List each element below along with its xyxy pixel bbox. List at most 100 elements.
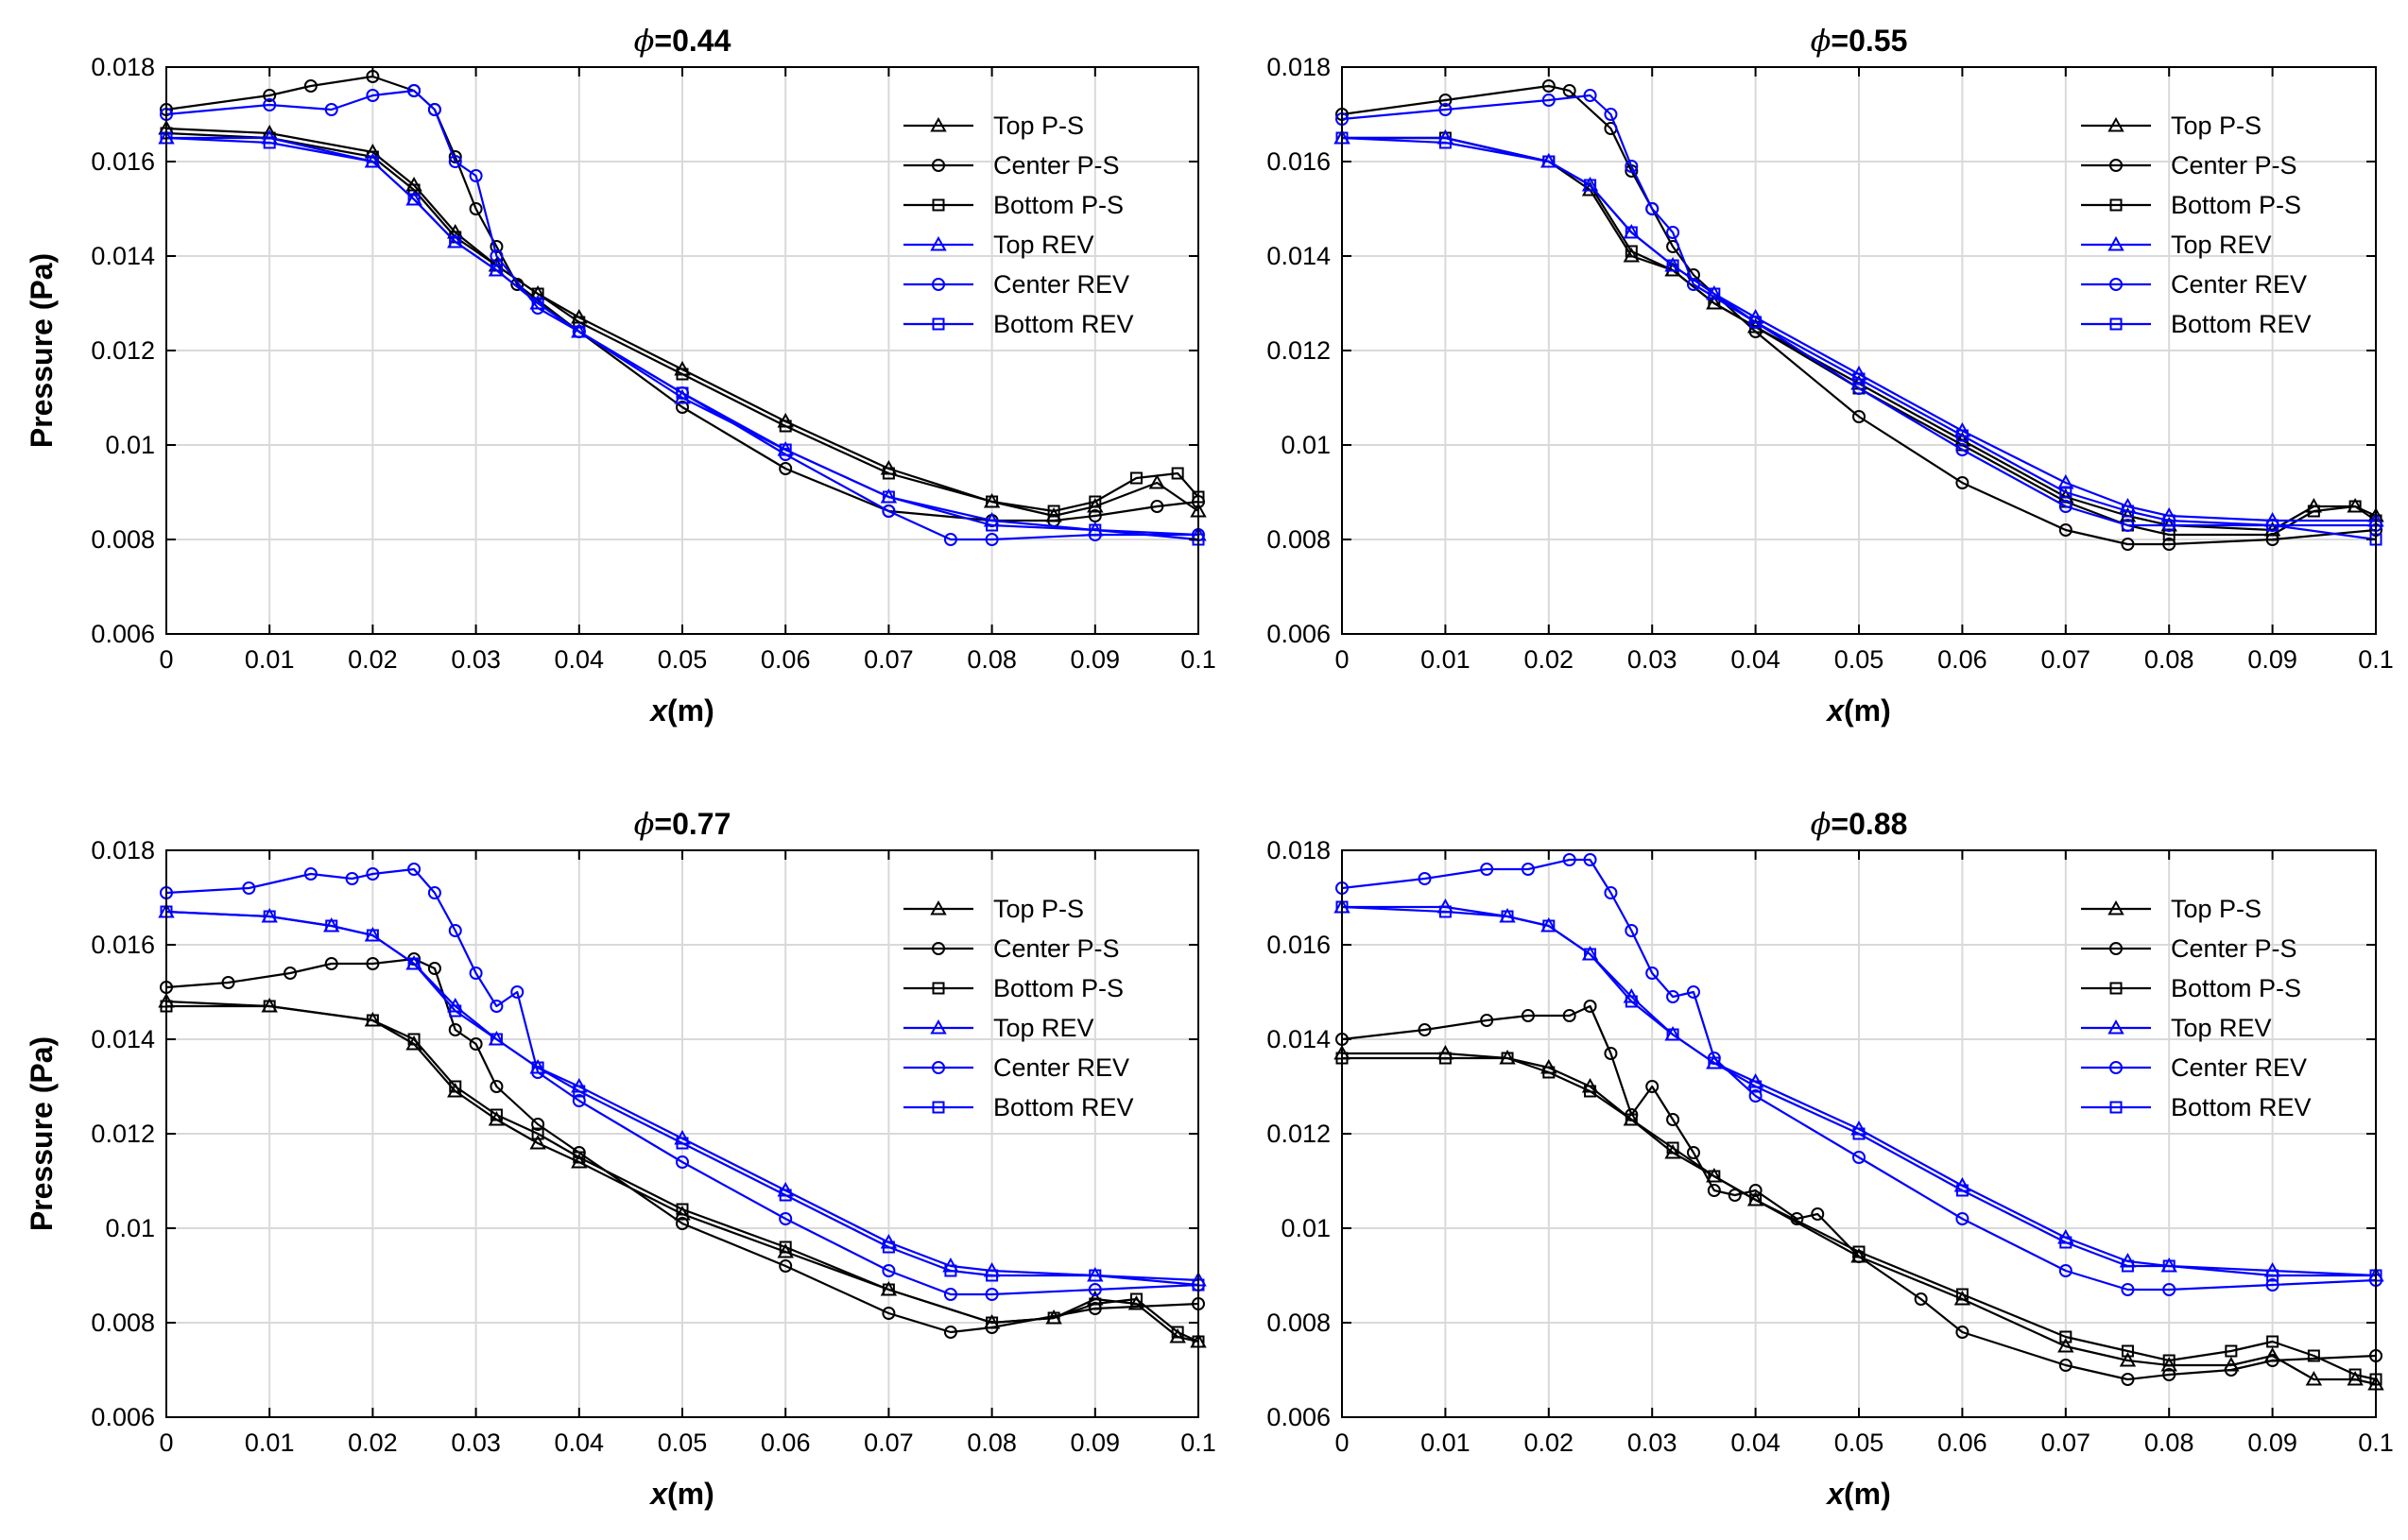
- legend-label: Center REV: [993, 270, 1129, 299]
- series-line: [165, 89, 1198, 541]
- data-point: [2160, 1356, 2177, 1372]
- x-tick-label: 0.07: [864, 645, 914, 674]
- data-point: [1438, 905, 1452, 918]
- data-point: [2119, 1351, 2137, 1367]
- data-point: [1625, 226, 1638, 239]
- data-point: [2058, 500, 2073, 513]
- data-point: [676, 1203, 689, 1216]
- x-tick-label: 0.1: [1180, 1429, 1216, 1457]
- legend-item: Top REV: [2081, 231, 2272, 259]
- legend-item: Center REV: [903, 270, 1129, 299]
- data-point: [366, 957, 380, 970]
- data-point: [2162, 528, 2176, 541]
- data-point: [427, 962, 441, 975]
- y-tick-label: 0.016: [91, 931, 155, 959]
- data-point: [2265, 1354, 2279, 1367]
- x-tick-label: 0.1: [2358, 645, 2394, 674]
- legend-label: Bottom REV: [993, 1093, 1134, 1121]
- data-point: [1666, 226, 1680, 239]
- legend-item: Center P-S: [2081, 151, 2297, 180]
- legend-item: Top REV: [903, 1014, 1094, 1042]
- data-point: [1169, 1327, 1186, 1343]
- y-tick-label: 0.016: [91, 147, 155, 176]
- data-point: [490, 264, 503, 277]
- data-point: [943, 1288, 957, 1301]
- legend-item: Bottom P-S: [2081, 191, 2301, 219]
- x-tick-label: 0.01: [1420, 645, 1471, 674]
- data-point: [985, 1288, 999, 1301]
- data-point: [2224, 1363, 2238, 1377]
- data-point: [263, 136, 276, 149]
- x-tick-label: 0.08: [967, 1429, 1017, 1457]
- data-point: [2058, 1264, 2073, 1277]
- data-point: [325, 919, 338, 933]
- legend-marker: [932, 982, 945, 995]
- data-point: [1708, 1056, 1721, 1069]
- data-point: [1955, 1326, 1969, 1339]
- legend-item: Top P-S: [2081, 111, 2262, 140]
- x-axis-label: x(m): [648, 693, 714, 727]
- data-point: [676, 1137, 689, 1150]
- data-point: [490, 1033, 503, 1046]
- data-point: [1664, 1143, 1681, 1159]
- y-tick-label: 0.014: [91, 242, 155, 270]
- data-point: [366, 89, 380, 102]
- data-point: [324, 957, 338, 970]
- data-point: [2121, 1283, 2135, 1296]
- phi-symbol: ϕ: [634, 23, 655, 59]
- x-tick-label: 0.1: [1180, 645, 1216, 674]
- x-tick-label: 0: [1334, 645, 1349, 674]
- data-point: [882, 1241, 895, 1254]
- y-tick-label: 0.008: [91, 525, 155, 554]
- data-point: [1089, 523, 1102, 537]
- data-point: [573, 1085, 586, 1098]
- data-point: [490, 1000, 504, 1013]
- data-point: [1852, 1151, 1866, 1164]
- data-point: [1748, 1089, 1763, 1103]
- data-point: [674, 1205, 691, 1221]
- y-tick-label: 0.014: [1266, 1025, 1331, 1053]
- data-point: [676, 1155, 689, 1169]
- series-bottom-rev: [1335, 131, 2382, 546]
- legend-label: Top P-S: [2171, 895, 2262, 923]
- legend: Top P-S Center P-S Bottom P-S Top REV Center…: [2081, 111, 2312, 338]
- x-tick-label: 0.07: [2041, 645, 2091, 674]
- data-point: [571, 1153, 588, 1169]
- data-point: [1521, 863, 1535, 876]
- data-point: [1542, 919, 1556, 933]
- data-point: [2057, 1337, 2074, 1353]
- data-point: [2347, 1370, 2364, 1386]
- legend-label: Top P-S: [993, 895, 1084, 923]
- data-point: [1708, 287, 1721, 300]
- data-point: [531, 1127, 544, 1140]
- data-point: [242, 881, 256, 895]
- data-point: [1852, 382, 1866, 395]
- y-tick-label: 0.018: [1266, 836, 1331, 864]
- series-line: [1341, 858, 2377, 1292]
- data-point: [490, 1108, 503, 1121]
- data-point: [448, 924, 462, 937]
- x-tick-label: 0.02: [1524, 645, 1574, 674]
- x-tick-label: 0.1: [2358, 1429, 2394, 1457]
- y-tick-label: 0.012: [91, 1120, 155, 1148]
- x-axis-label: x(m): [1825, 693, 1891, 727]
- legend-item: Center REV: [2081, 270, 2307, 299]
- data-point: [1625, 995, 1638, 1008]
- legend-marker: [2109, 198, 2123, 212]
- data-point: [779, 1259, 793, 1273]
- y-tick-label: 0.012: [1266, 1120, 1331, 1148]
- chart-panel-1: 0 0.01 0.02 0.03 0.04 0.05 0.06 0.07 0.08 0.09 0.1…: [25, 23, 1216, 727]
- data-point: [1171, 1326, 1184, 1339]
- data-point: [1749, 1193, 1763, 1206]
- data-point: [2162, 1259, 2176, 1273]
- data-point: [1666, 1141, 1679, 1155]
- legend-marker: [2109, 942, 2123, 955]
- y-tick-label: 0.014: [91, 1025, 155, 1053]
- legend-label: Top P-S: [2171, 111, 2262, 140]
- legend-label: Center P-S: [993, 934, 1120, 963]
- y-tick-label: 0.014: [1266, 242, 1331, 270]
- data-point: [1584, 948, 1597, 961]
- y-tick-label: 0.006: [91, 620, 155, 648]
- x-axis-label: x(m): [648, 1477, 714, 1511]
- legend-marker: [2109, 1061, 2123, 1074]
